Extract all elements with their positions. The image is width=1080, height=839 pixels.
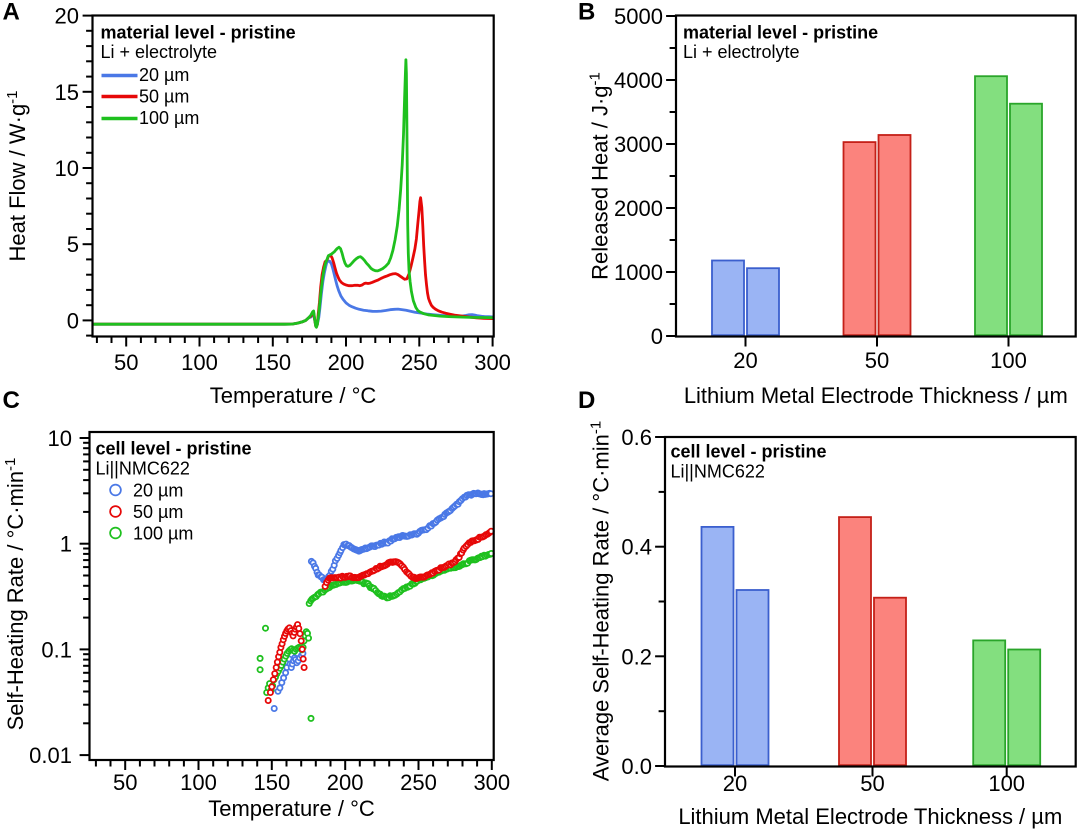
svg-text:D: D — [578, 387, 595, 414]
svg-text:0.2: 0.2 — [621, 644, 652, 669]
svg-text:100 µm: 100 µm — [133, 523, 193, 543]
svg-text:200: 200 — [327, 770, 364, 795]
svg-text:200: 200 — [328, 350, 365, 375]
svg-text:Released Heat / J·g-1: Released Heat / J·g-1 — [587, 72, 613, 280]
svg-text:0: 0 — [67, 308, 79, 333]
svg-text:Li + electrolyte: Li + electrolyte — [683, 42, 800, 62]
svg-text:300: 300 — [474, 350, 511, 375]
svg-text:50 µm: 50 µm — [139, 87, 189, 107]
svg-text:15: 15 — [55, 80, 79, 105]
svg-text:A: A — [3, 0, 20, 26]
svg-text:20: 20 — [55, 4, 79, 29]
svg-text:250: 250 — [400, 770, 437, 795]
svg-text:20: 20 — [723, 771, 747, 796]
svg-text:Li||NMC622: Li||NMC622 — [96, 459, 190, 479]
svg-text:material level - pristine: material level - pristine — [101, 23, 296, 43]
svg-text:5: 5 — [67, 232, 79, 257]
svg-text:10: 10 — [48, 426, 72, 451]
svg-text:150: 150 — [253, 770, 290, 795]
svg-text:3000: 3000 — [614, 132, 663, 157]
svg-text:1000: 1000 — [614, 260, 663, 285]
svg-text:Li||NMC622: Li||NMC622 — [671, 462, 765, 482]
svg-text:0.6: 0.6 — [621, 425, 652, 450]
svg-text:4000: 4000 — [614, 68, 663, 93]
svg-text:Temperature / °C: Temperature / °C — [210, 383, 377, 408]
svg-text:300: 300 — [473, 770, 510, 795]
svg-text:50: 50 — [865, 348, 889, 373]
svg-text:0.01: 0.01 — [29, 743, 72, 768]
svg-text:20 µm: 20 µm — [139, 65, 189, 85]
svg-text:20: 20 — [733, 348, 757, 373]
svg-text:C: C — [3, 387, 20, 414]
svg-text:1: 1 — [60, 532, 72, 557]
svg-text:cell level - pristine: cell level - pristine — [671, 442, 827, 462]
svg-text:Heat Flow / W·g-1: Heat Flow / W·g-1 — [4, 90, 30, 261]
svg-text:150: 150 — [254, 350, 291, 375]
svg-text:Lithium Metal Electrode Thickn: Lithium Metal Electrode Thickness / µm — [678, 804, 1062, 829]
svg-text:5000: 5000 — [614, 4, 663, 29]
svg-text:0.0: 0.0 — [621, 754, 652, 779]
svg-text:Lithium Metal Electrode Thickn: Lithium Metal Electrode Thickness / µm — [684, 383, 1068, 408]
svg-text:50: 50 — [113, 770, 137, 795]
svg-text:50: 50 — [114, 350, 138, 375]
svg-text:10: 10 — [55, 156, 79, 181]
svg-text:50 µm: 50 µm — [133, 502, 183, 522]
svg-text:0.4: 0.4 — [621, 535, 652, 560]
svg-text:100: 100 — [990, 348, 1027, 373]
svg-text:Li + electrolyte: Li + electrolyte — [101, 42, 218, 62]
svg-text:0: 0 — [651, 324, 663, 349]
svg-text:0.1: 0.1 — [41, 637, 72, 662]
svg-text:Average Self-Heating Rate / °C: Average Self-Heating Rate / °C·min-1 — [588, 421, 614, 781]
svg-text:100: 100 — [988, 771, 1025, 796]
svg-text:100: 100 — [181, 350, 218, 375]
svg-text:material level - pristine: material level - pristine — [683, 23, 878, 43]
svg-text:100 µm: 100 µm — [139, 108, 199, 128]
svg-text:cell level - pristine: cell level - pristine — [96, 439, 252, 459]
svg-text:2000: 2000 — [614, 196, 663, 221]
svg-text:100: 100 — [180, 770, 217, 795]
svg-text:20 µm: 20 µm — [133, 480, 183, 500]
svg-text:250: 250 — [401, 350, 438, 375]
svg-text:B: B — [578, 0, 595, 26]
svg-text:Temperature / °C: Temperature / °C — [208, 796, 375, 821]
svg-text:Self-Heating Rate / °C·min-1: Self-Heating Rate / °C·min-1 — [2, 458, 28, 731]
svg-text:50: 50 — [860, 771, 884, 796]
